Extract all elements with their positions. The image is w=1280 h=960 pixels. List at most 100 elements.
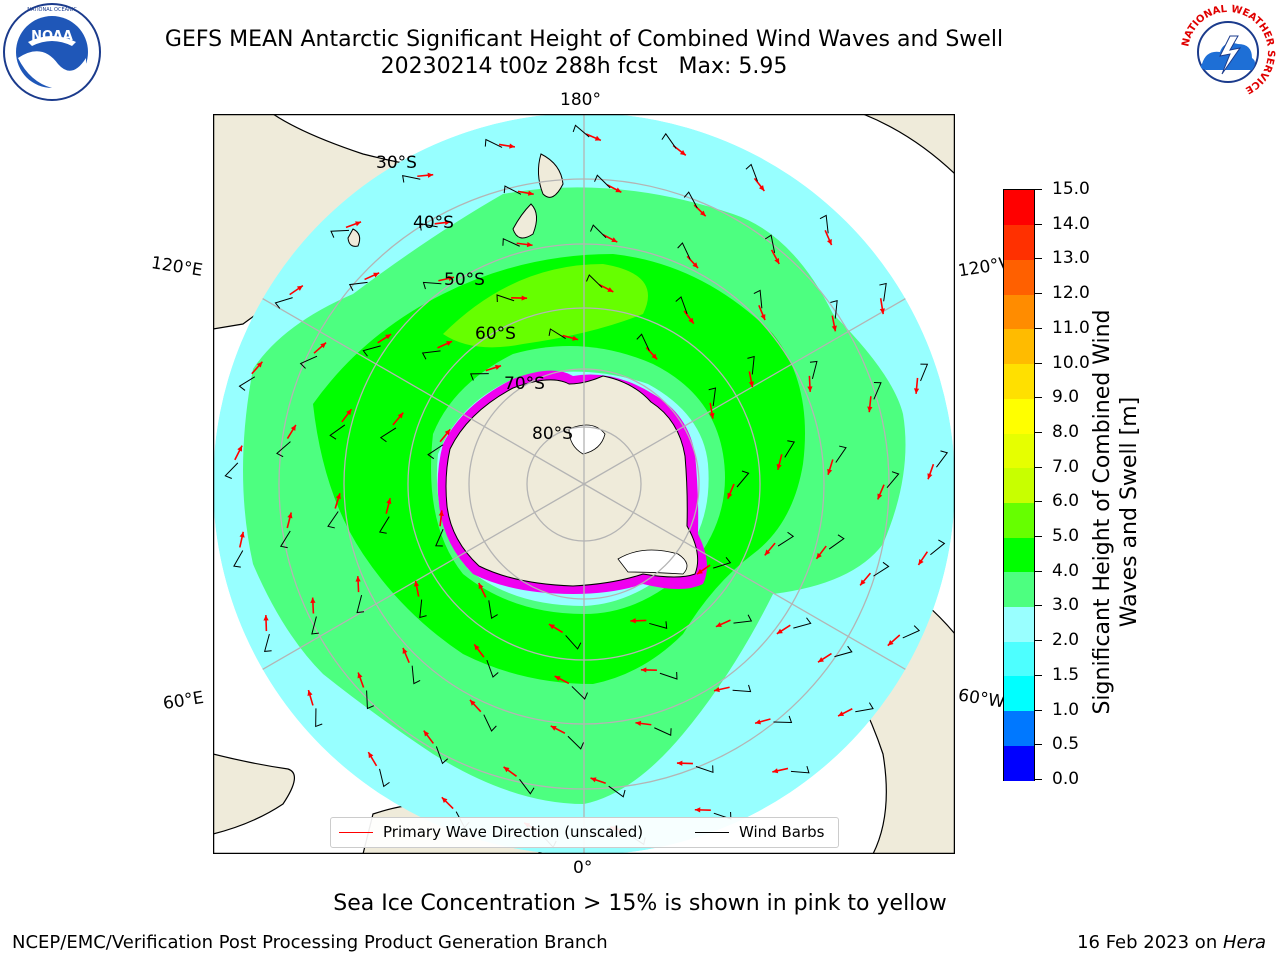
colorbar-tick-mark	[1034, 501, 1042, 503]
wind-barb	[362, 345, 381, 357]
wind-barb	[773, 715, 793, 724]
colorbar-tick-mark	[1034, 570, 1042, 572]
wave-arrow-head	[692, 262, 699, 269]
lat-label-70s: 70°S	[504, 374, 545, 394]
lat-label-80s: 80°S	[532, 424, 573, 444]
wave-arrow-head	[694, 807, 701, 813]
wind-barb	[873, 561, 890, 577]
wave-arrow-head	[448, 275, 454, 281]
wind-barb	[819, 214, 829, 234]
wave-arrow-head	[879, 308, 885, 315]
wave-arrow-head	[521, 295, 528, 301]
wave-arrow-head	[615, 187, 622, 193]
colorbar-segment	[1004, 398, 1034, 434]
polar-map	[213, 114, 955, 854]
wind-barb	[713, 556, 732, 569]
chart-title: GEFS MEAN Antarctic Significant Height o…	[164, 27, 1004, 52]
wind-barb	[590, 224, 607, 239]
wind-barb	[484, 138, 503, 148]
wind-barb	[421, 350, 441, 360]
wind-barb	[745, 163, 758, 182]
map-legend: Primary Wave Direction (unscaled) Wind B…	[330, 817, 839, 848]
wave-arrow-head	[640, 667, 647, 673]
wave-arrow-head	[696, 568, 703, 575]
colorbar-segment	[1004, 432, 1034, 469]
wind-barb	[548, 328, 566, 339]
colorbar-tick-label: 0.5	[1052, 734, 1080, 755]
wave-arrow-head	[357, 672, 363, 679]
svg-text:NATIONAL OCEANIC: NATIONAL OCEANIC	[27, 7, 77, 13]
wind-barb	[379, 427, 397, 443]
wave-arrow-head	[758, 185, 765, 191]
wave-arrow-head	[776, 463, 782, 470]
wind-barb	[311, 616, 319, 635]
wind-barb	[419, 223, 438, 231]
colorbar-segment	[1004, 502, 1034, 538]
wave-arrow-head	[727, 492, 733, 499]
wind-barb	[470, 373, 489, 381]
wave-arrow-head	[817, 657, 824, 663]
wave-arrow-head	[748, 381, 754, 388]
colorbar-tick-label: 15.0	[1052, 179, 1090, 199]
wind-barb	[809, 360, 818, 380]
lon-label-60e: 60°E	[161, 687, 206, 715]
wave-arrow-head	[526, 241, 533, 248]
footer-machine: Hera	[1222, 932, 1266, 953]
wave-arrow-head	[831, 325, 837, 332]
wave-arrow-head	[296, 285, 303, 291]
colorbar-segment	[1004, 641, 1034, 677]
colorbar-tick-mark	[1034, 640, 1042, 642]
wave-arrow-head	[887, 640, 894, 646]
wind-barb	[503, 185, 522, 195]
wind-barb	[274, 297, 293, 309]
wind-barb	[830, 300, 838, 319]
wave-band-5m	[443, 264, 648, 348]
wind-barb	[873, 381, 882, 400]
colorbar-tick-mark	[1034, 293, 1042, 295]
wave-arrow-head	[776, 628, 783, 634]
lat-label-40s: 40°S	[413, 213, 454, 233]
wind-barb	[435, 529, 444, 547]
noaa-logo: NOAA NATIONAL OCEANIC	[3, 3, 101, 101]
colorbar-tick-label: 9.0	[1052, 387, 1080, 408]
wave-arrow-head	[611, 237, 618, 243]
wave-arrow-head	[386, 498, 392, 505]
colorbar-segment	[1004, 190, 1034, 226]
wind-barb	[683, 191, 698, 209]
wind-barb	[930, 539, 946, 556]
chart-subtitle: 20230214 t00z 288h fcst Max: 5.95	[380, 54, 788, 79]
graticule	[213, 114, 955, 854]
colorbar-tick-label: 3.0	[1052, 595, 1080, 616]
colorbar-segment	[1004, 745, 1034, 781]
colorbar-tick-mark	[1034, 779, 1042, 780]
wave-arrow-head	[355, 221, 362, 227]
wave-arrow-head	[256, 361, 263, 368]
wave-arrow-head	[310, 597, 316, 604]
wave-arrow-head	[807, 386, 813, 392]
colorbar-segment	[1004, 467, 1034, 503]
lon-label-0: 0°	[573, 858, 593, 878]
colorbar-tick-label: 14.0	[1052, 213, 1090, 234]
wind-barb	[736, 470, 750, 488]
colorbar-segment	[1004, 537, 1034, 573]
nws-logo: NATIONAL WEATHER SERVICE	[1180, 4, 1276, 99]
wave-arrow-head	[446, 341, 453, 346]
colorbar-tick-mark	[1034, 605, 1042, 607]
wave-arrow-head	[237, 445, 243, 452]
wind-barb	[348, 281, 368, 291]
colorbar-tick-mark	[1034, 362, 1042, 364]
wave-arrow-head	[548, 624, 555, 630]
wind-barb	[886, 471, 900, 489]
wave-arrow-head	[263, 615, 269, 621]
wind-barb	[608, 785, 626, 798]
wind-barb	[422, 281, 442, 290]
wave-arrow-head	[867, 406, 873, 413]
wind-barb	[659, 671, 678, 680]
colorbar-tick-label: 5.0	[1052, 526, 1080, 547]
wave-arrow-head	[827, 239, 832, 246]
colorbar-tick-mark	[1034, 536, 1042, 538]
wind-barb	[784, 440, 796, 458]
wave-arrow-head	[355, 576, 361, 582]
wind-barb	[764, 234, 776, 253]
colorbar-segment	[1004, 328, 1034, 365]
